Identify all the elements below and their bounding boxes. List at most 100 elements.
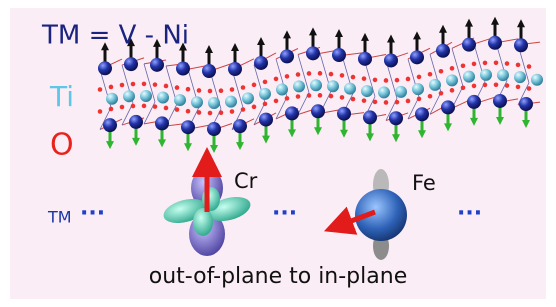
o-atom [120,105,125,110]
tm-atom [280,49,294,63]
o-atom [252,83,257,88]
tm-atom [259,113,273,127]
o-atom [340,95,345,100]
tm-atom [150,58,164,72]
ti-atom [378,86,390,98]
dots: ··· [457,201,482,226]
o-atom [395,100,400,105]
o-atom [307,71,312,76]
o-label: O [50,128,74,163]
o-atom [351,75,356,80]
ti-atom [157,92,169,104]
o-atom [164,106,169,111]
o-atom [230,109,235,114]
tm-atom [233,119,247,133]
o-atom [208,111,213,116]
o-atom [285,74,290,79]
tm-atom [493,94,507,108]
o-atom [208,89,213,94]
o-atom [329,72,334,77]
ti-atom [344,83,356,95]
ti-atom [208,97,220,109]
o-atom [417,97,422,102]
tm-atom [254,56,268,70]
tm-atom [384,53,398,67]
o-atom [527,64,532,69]
tm-atom [98,61,112,75]
ti-atom [310,79,322,91]
o-atom [186,87,191,92]
o-atom [395,78,400,83]
o-atom [373,78,378,83]
ti-atom [446,74,458,86]
o-atom [131,82,136,87]
o-atom [175,85,180,90]
tm-atom [207,122,221,136]
tm-atom [228,62,242,76]
o-atom [516,63,521,68]
o-atom [241,85,246,90]
tm-atom [363,110,377,124]
o-atom [263,102,268,107]
o-atom [461,64,466,69]
ti-atom [242,92,254,104]
ti-atom [412,83,424,95]
o-atom [384,100,389,105]
ti-atom [276,83,288,95]
o-atom [98,109,103,114]
o-atom [494,61,499,66]
ti-atom [191,96,203,108]
panel-background [10,8,546,299]
o-atom [450,88,455,93]
o-atom [373,100,378,105]
o-atom [153,104,158,109]
o-atom [472,62,477,67]
ti-atom [361,85,373,97]
o-atom [142,82,147,87]
tm-label: TM [47,208,72,227]
tm-atom [311,104,325,118]
tm-atom [306,46,320,60]
o-atom [307,93,312,98]
o-atom [186,109,191,114]
tm-atom [103,118,117,132]
o-atom [362,76,367,81]
o-atom [351,97,356,102]
o-atom [527,86,532,91]
ti-atom [514,71,526,83]
ti-atom [123,90,135,102]
o-atom [384,78,389,83]
tm-atom [514,38,528,52]
tm-atom [155,116,169,130]
o-atom [428,94,433,99]
o-atom [296,72,301,77]
o-atom [153,82,158,87]
o-atom [120,83,125,88]
ti-atom [106,93,118,105]
o-atom [439,91,444,96]
o-atom [197,110,202,115]
o-atom [175,107,180,112]
o-atom [340,73,345,78]
o-atom [285,96,290,101]
o-atom [483,83,488,88]
o-atom [263,80,268,85]
o-atom [219,88,224,93]
o-atom [318,93,323,98]
dots: ··· [80,201,105,226]
ti-atom [259,88,271,100]
o-atom [109,107,114,112]
o-atom [230,87,235,92]
o-atom [274,77,279,82]
o-atom [329,94,334,99]
o-atom [197,88,202,93]
o-atom [461,86,466,91]
o-atom [164,84,169,89]
o-atom [494,83,499,88]
tm-atom [467,95,481,109]
caption: out-of-plane to in-plane [149,264,407,289]
ti-atom [225,96,237,108]
o-atom [439,69,444,74]
ti-atom [395,86,407,98]
o-atom [142,104,147,109]
